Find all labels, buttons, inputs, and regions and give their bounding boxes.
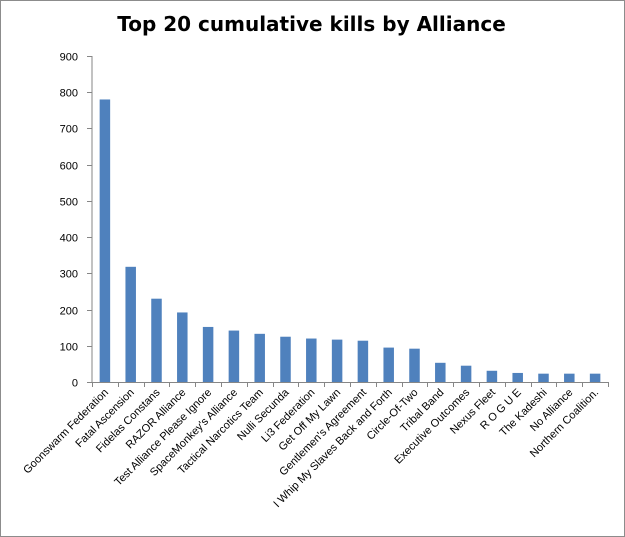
bar [280, 336, 291, 382]
bar [564, 373, 575, 382]
y-tick-label: 400 [60, 233, 78, 245]
y-tick-label: 600 [60, 161, 78, 173]
y-tick-label: 500 [60, 197, 78, 209]
bar [177, 312, 188, 382]
bar [357, 340, 369, 382]
y-tick-label: 0 [72, 378, 78, 390]
bar [589, 373, 601, 382]
y-tick-label: 100 [60, 342, 78, 354]
bar [151, 298, 162, 382]
bar [486, 370, 498, 382]
y-tick-label: 900 [60, 52, 78, 64]
bar [512, 372, 523, 382]
bar [125, 266, 136, 382]
y-tick-label: 200 [60, 306, 78, 318]
y-tick-label: 700 [60, 124, 78, 136]
bar [99, 99, 111, 382]
bar [409, 348, 420, 382]
bar [331, 339, 343, 382]
bar [306, 338, 317, 382]
y-axis: 0 100 200 300 400 500 600 700 800 900 [60, 52, 93, 390]
bar [435, 362, 446, 382]
bar [228, 330, 240, 382]
y-tick-label: 300 [60, 269, 78, 281]
chart-title: Top 20 cumulative kills by Alliance [117, 12, 506, 36]
bar [538, 373, 549, 382]
bar [202, 326, 214, 382]
bar [254, 333, 265, 382]
bar [383, 347, 394, 382]
bars [99, 99, 601, 382]
y-tick-label: 800 [60, 88, 78, 100]
bar [460, 365, 472, 382]
